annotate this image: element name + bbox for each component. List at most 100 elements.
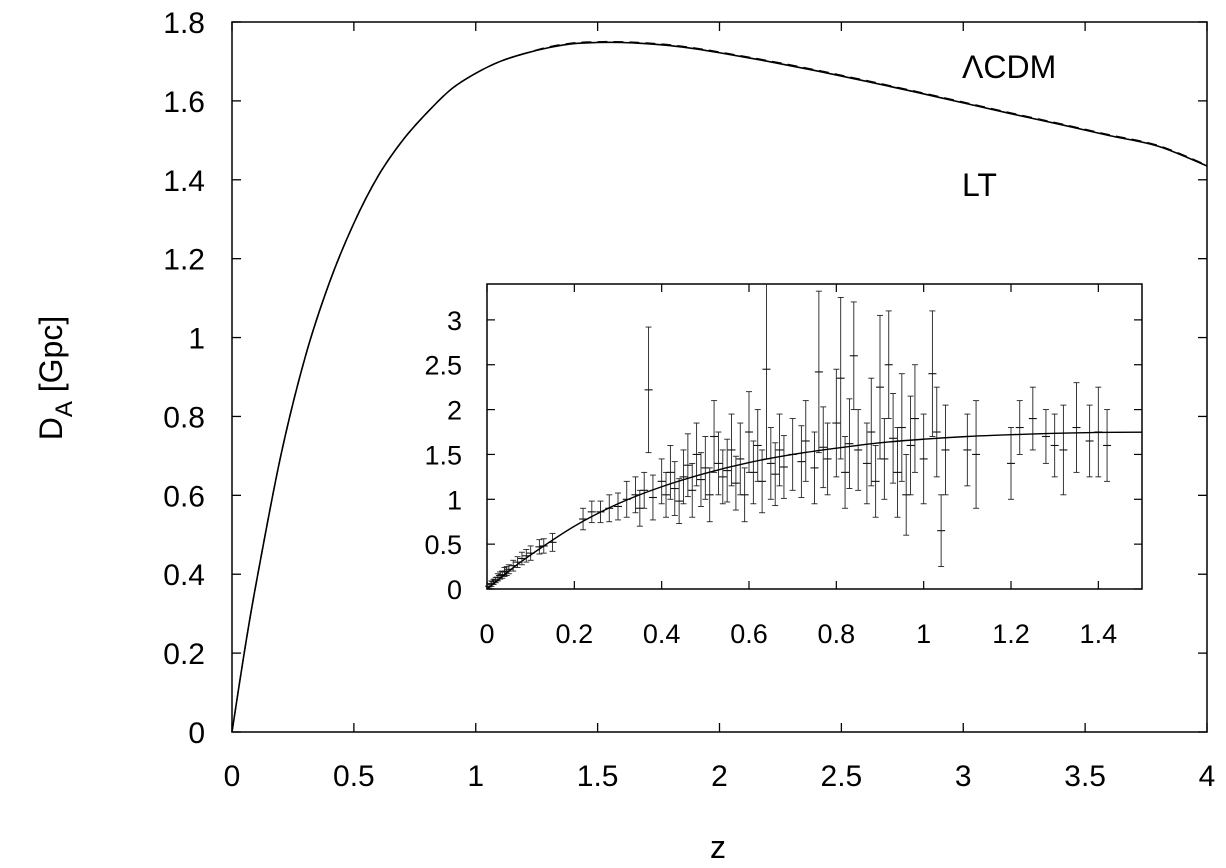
data-point <box>688 462 697 518</box>
y-tick-label: 0 <box>188 717 205 750</box>
data-point <box>749 440 758 505</box>
main-ticks <box>231 21 1208 733</box>
x-tick-label: 0 <box>224 760 241 793</box>
data-point <box>657 458 666 505</box>
x-axis-label: z <box>710 829 726 865</box>
legend-lt: LT <box>962 167 997 203</box>
data-point <box>705 467 714 523</box>
data-point <box>679 449 688 505</box>
data-point <box>766 427 775 500</box>
inset-y-tick-label: 3 <box>447 306 462 336</box>
data-point <box>1007 427 1015 500</box>
x-tick-label: 4 <box>1199 760 1216 793</box>
x-tick-label: 2 <box>711 760 728 793</box>
data-point <box>648 474 657 521</box>
data-point <box>666 445 675 500</box>
inset-tick-labels: 0 0.2 0.4 0.6 0.8 1 1.2 1.4 0 0.5 1 1.5 2 2.5 3 <box>424 306 1117 649</box>
inset-curve <box>486 431 1143 590</box>
y-axis-label-main: D <box>33 417 69 440</box>
inset-ticks <box>486 284 1142 590</box>
legend-lcdm: ΛCDM <box>962 49 1056 85</box>
data-point <box>889 392 898 484</box>
data-point <box>810 431 819 505</box>
y-axis-label: DA [Gpc] <box>33 316 78 440</box>
data-point <box>644 326 653 454</box>
data-point <box>675 478 684 524</box>
data-point <box>819 406 828 489</box>
data-point <box>963 413 972 487</box>
x-tick-label: 0.5 <box>333 760 375 793</box>
data-point <box>928 310 937 437</box>
data-point <box>640 471 649 509</box>
data-point <box>1015 400 1024 455</box>
data-point <box>723 438 732 503</box>
data-point <box>1085 404 1094 478</box>
data-point <box>932 386 941 478</box>
data-point <box>736 422 745 496</box>
y-axis-label-unit: [Gpc] <box>33 316 69 401</box>
data-point <box>779 435 788 499</box>
lt-curve <box>231 40 1208 733</box>
data-point <box>854 409 863 491</box>
inset-x-tick-label: 0 <box>479 619 494 649</box>
data-point <box>884 310 893 420</box>
inset-y-tick-label: 1 <box>447 485 462 515</box>
data-point <box>587 500 596 524</box>
data-point <box>1072 382 1081 473</box>
data-point <box>504 564 513 575</box>
y-tick-label: 0.4 <box>163 559 205 592</box>
data-point <box>841 436 850 509</box>
inset-x-tick-label: 0.8 <box>818 619 856 649</box>
x-tick-label: 3 <box>955 760 972 793</box>
data-point <box>1041 409 1050 464</box>
data-point <box>740 467 749 523</box>
data-point <box>867 377 876 487</box>
data-point <box>727 413 736 487</box>
inset-x-tick-label: 1.2 <box>992 619 1030 649</box>
x-tick-label: 2.5 <box>821 760 863 793</box>
data-point <box>1050 413 1059 478</box>
data-point <box>910 364 919 473</box>
data-point <box>710 400 719 473</box>
data-point <box>823 422 832 496</box>
data-point <box>836 297 845 460</box>
data-point <box>814 290 823 454</box>
data-point <box>897 373 906 482</box>
data-point <box>801 400 810 482</box>
data-point <box>1103 409 1112 482</box>
data-point <box>517 551 526 566</box>
data-point <box>718 449 727 505</box>
data-point <box>614 492 622 521</box>
y-tick-label: 1.6 <box>163 86 205 119</box>
data-point <box>849 301 858 411</box>
data-point <box>832 368 841 478</box>
y-tick-label: 0.2 <box>163 638 205 671</box>
data-point <box>662 471 671 518</box>
inset-y-tick-label: 1.5 <box>424 440 462 470</box>
inset-theory-curve <box>486 431 1143 590</box>
data-point <box>683 433 692 498</box>
inset-y-tick-label: 2.5 <box>424 351 462 381</box>
inset-x-tick-label: 0.2 <box>556 619 594 649</box>
svg-text:DA [Gpc]: DA [Gpc] <box>33 316 78 440</box>
inset-y-tick-label: 2 <box>447 396 462 426</box>
data-point <box>906 395 915 496</box>
inset-points <box>485 284 1112 589</box>
data-point <box>771 442 780 507</box>
data-point <box>714 431 723 496</box>
y-tick-label: 1 <box>188 323 205 356</box>
data-point <box>696 452 705 507</box>
inset-y-tick-label: 0 <box>447 575 462 605</box>
main-tick-labels: 0 0.5 1 1.5 2 2.5 3 3.5 4 0 0.2 0.4 0.6 0.8 1 1.2 1.4 1.6… <box>163 7 1215 793</box>
inset-x-tick-label: 0.4 <box>643 619 681 649</box>
y-axis-label-sub: A <box>51 401 78 417</box>
data-point <box>871 445 880 518</box>
data-point <box>1028 386 1037 451</box>
data-point <box>862 422 871 505</box>
y-tick-label: 1.2 <box>163 244 205 277</box>
data-point <box>919 413 928 505</box>
y-tick-label: 1.8 <box>163 7 205 40</box>
lcdm-curve <box>231 41 1208 733</box>
data-point <box>670 461 679 516</box>
